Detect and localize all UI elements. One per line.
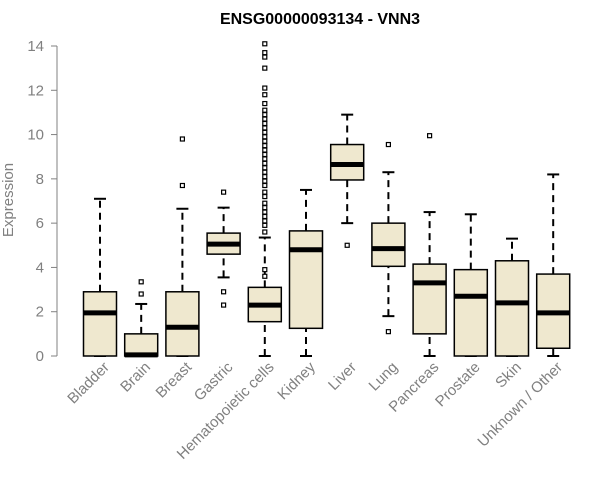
y-tick-label: 14 (27, 38, 44, 55)
y-axis-label: Expression (0, 163, 17, 237)
outlier-point (138, 279, 144, 285)
outlier-point (262, 134, 268, 140)
outlier-point (262, 92, 268, 98)
outlier-point (262, 160, 268, 166)
outlier-point (262, 273, 268, 279)
x-category-label: Brain (117, 359, 154, 396)
box-prostate (453, 213, 489, 357)
outlier-point (427, 133, 433, 139)
y-tick-label: 8 (36, 171, 44, 188)
outlier-point (262, 107, 268, 113)
outlier-point (262, 65, 268, 71)
outlier-point (344, 242, 350, 248)
box-rect (453, 268, 489, 357)
chart-title: ENSG00000093134 - VNN3 (220, 11, 420, 28)
outlier-point (262, 200, 268, 206)
box-lung (371, 141, 406, 335)
x-category-label: Skin (492, 359, 525, 392)
outlier-point (262, 169, 268, 175)
box-skin (494, 237, 530, 357)
outlier-point (221, 302, 227, 308)
x-category-label: Liver (325, 359, 360, 394)
outlier-point (138, 291, 144, 297)
box-hematopoietic-cells (247, 41, 283, 357)
x-category-label: Breast (153, 358, 196, 401)
box-brain (123, 279, 159, 358)
y-axis: 0 2 4 6 8 10 12 14 (27, 38, 58, 365)
outlier-point (262, 112, 268, 118)
outlier-point (262, 182, 268, 189)
box-rect (82, 291, 118, 357)
box-rect (412, 263, 447, 335)
outlier-point (385, 141, 391, 148)
outlier-point (262, 129, 268, 135)
outlier-point (262, 151, 268, 158)
y-tick-label: 2 (36, 304, 44, 321)
box-bladder (82, 197, 118, 357)
box-breast (165, 136, 200, 357)
outlier-point (179, 136, 185, 142)
outlier-point (262, 116, 268, 122)
outlier-point (262, 156, 268, 162)
outlier-point (262, 193, 268, 200)
outlier-point (262, 174, 268, 180)
box-gastric (206, 189, 241, 308)
y-tick-label: 10 (27, 127, 44, 144)
outlier-point (262, 229, 268, 235)
outlier-point (262, 54, 268, 60)
outlier-point (262, 125, 268, 131)
box-rect (371, 222, 406, 268)
y-tick-label: 12 (27, 82, 44, 99)
outlier-point (262, 165, 268, 171)
box-liver (329, 113, 365, 248)
box-rect (288, 230, 324, 330)
outlier-point (262, 138, 268, 144)
outlier-point (262, 178, 268, 184)
y-tick-label: 0 (36, 348, 44, 365)
box-rect (165, 291, 200, 357)
outlier-point (262, 218, 268, 224)
outlier-point (262, 209, 268, 215)
x-category-label: Bladder (64, 359, 113, 408)
outlier-point (221, 189, 227, 195)
x-category-label: Lung (366, 359, 402, 395)
box-kidney (288, 188, 324, 357)
x-category-label: Kidney (274, 358, 319, 403)
box-rect (494, 260, 530, 357)
outlier-point (385, 329, 391, 335)
y-tick-label: 4 (36, 259, 44, 276)
outlier-point (262, 41, 268, 47)
outlier-point (221, 289, 227, 295)
outlier-point (262, 222, 268, 228)
outlier-point (262, 100, 268, 107)
outlier-point (262, 213, 268, 220)
outlier-point (179, 182, 185, 189)
y-tick-label: 6 (36, 215, 44, 232)
box-unknown-other (535, 173, 571, 357)
outlier-point (262, 120, 268, 127)
outlier-point (262, 50, 268, 56)
outlier-point (262, 267, 268, 273)
outlier-point (262, 85, 268, 91)
outlier-point (262, 147, 268, 153)
outlier-point (262, 205, 268, 211)
outlier-point (262, 189, 268, 195)
box-pancreas (412, 133, 447, 357)
boxes-group (82, 41, 571, 358)
x-category-label: Prostate (432, 359, 484, 411)
outlier-point (262, 143, 268, 149)
